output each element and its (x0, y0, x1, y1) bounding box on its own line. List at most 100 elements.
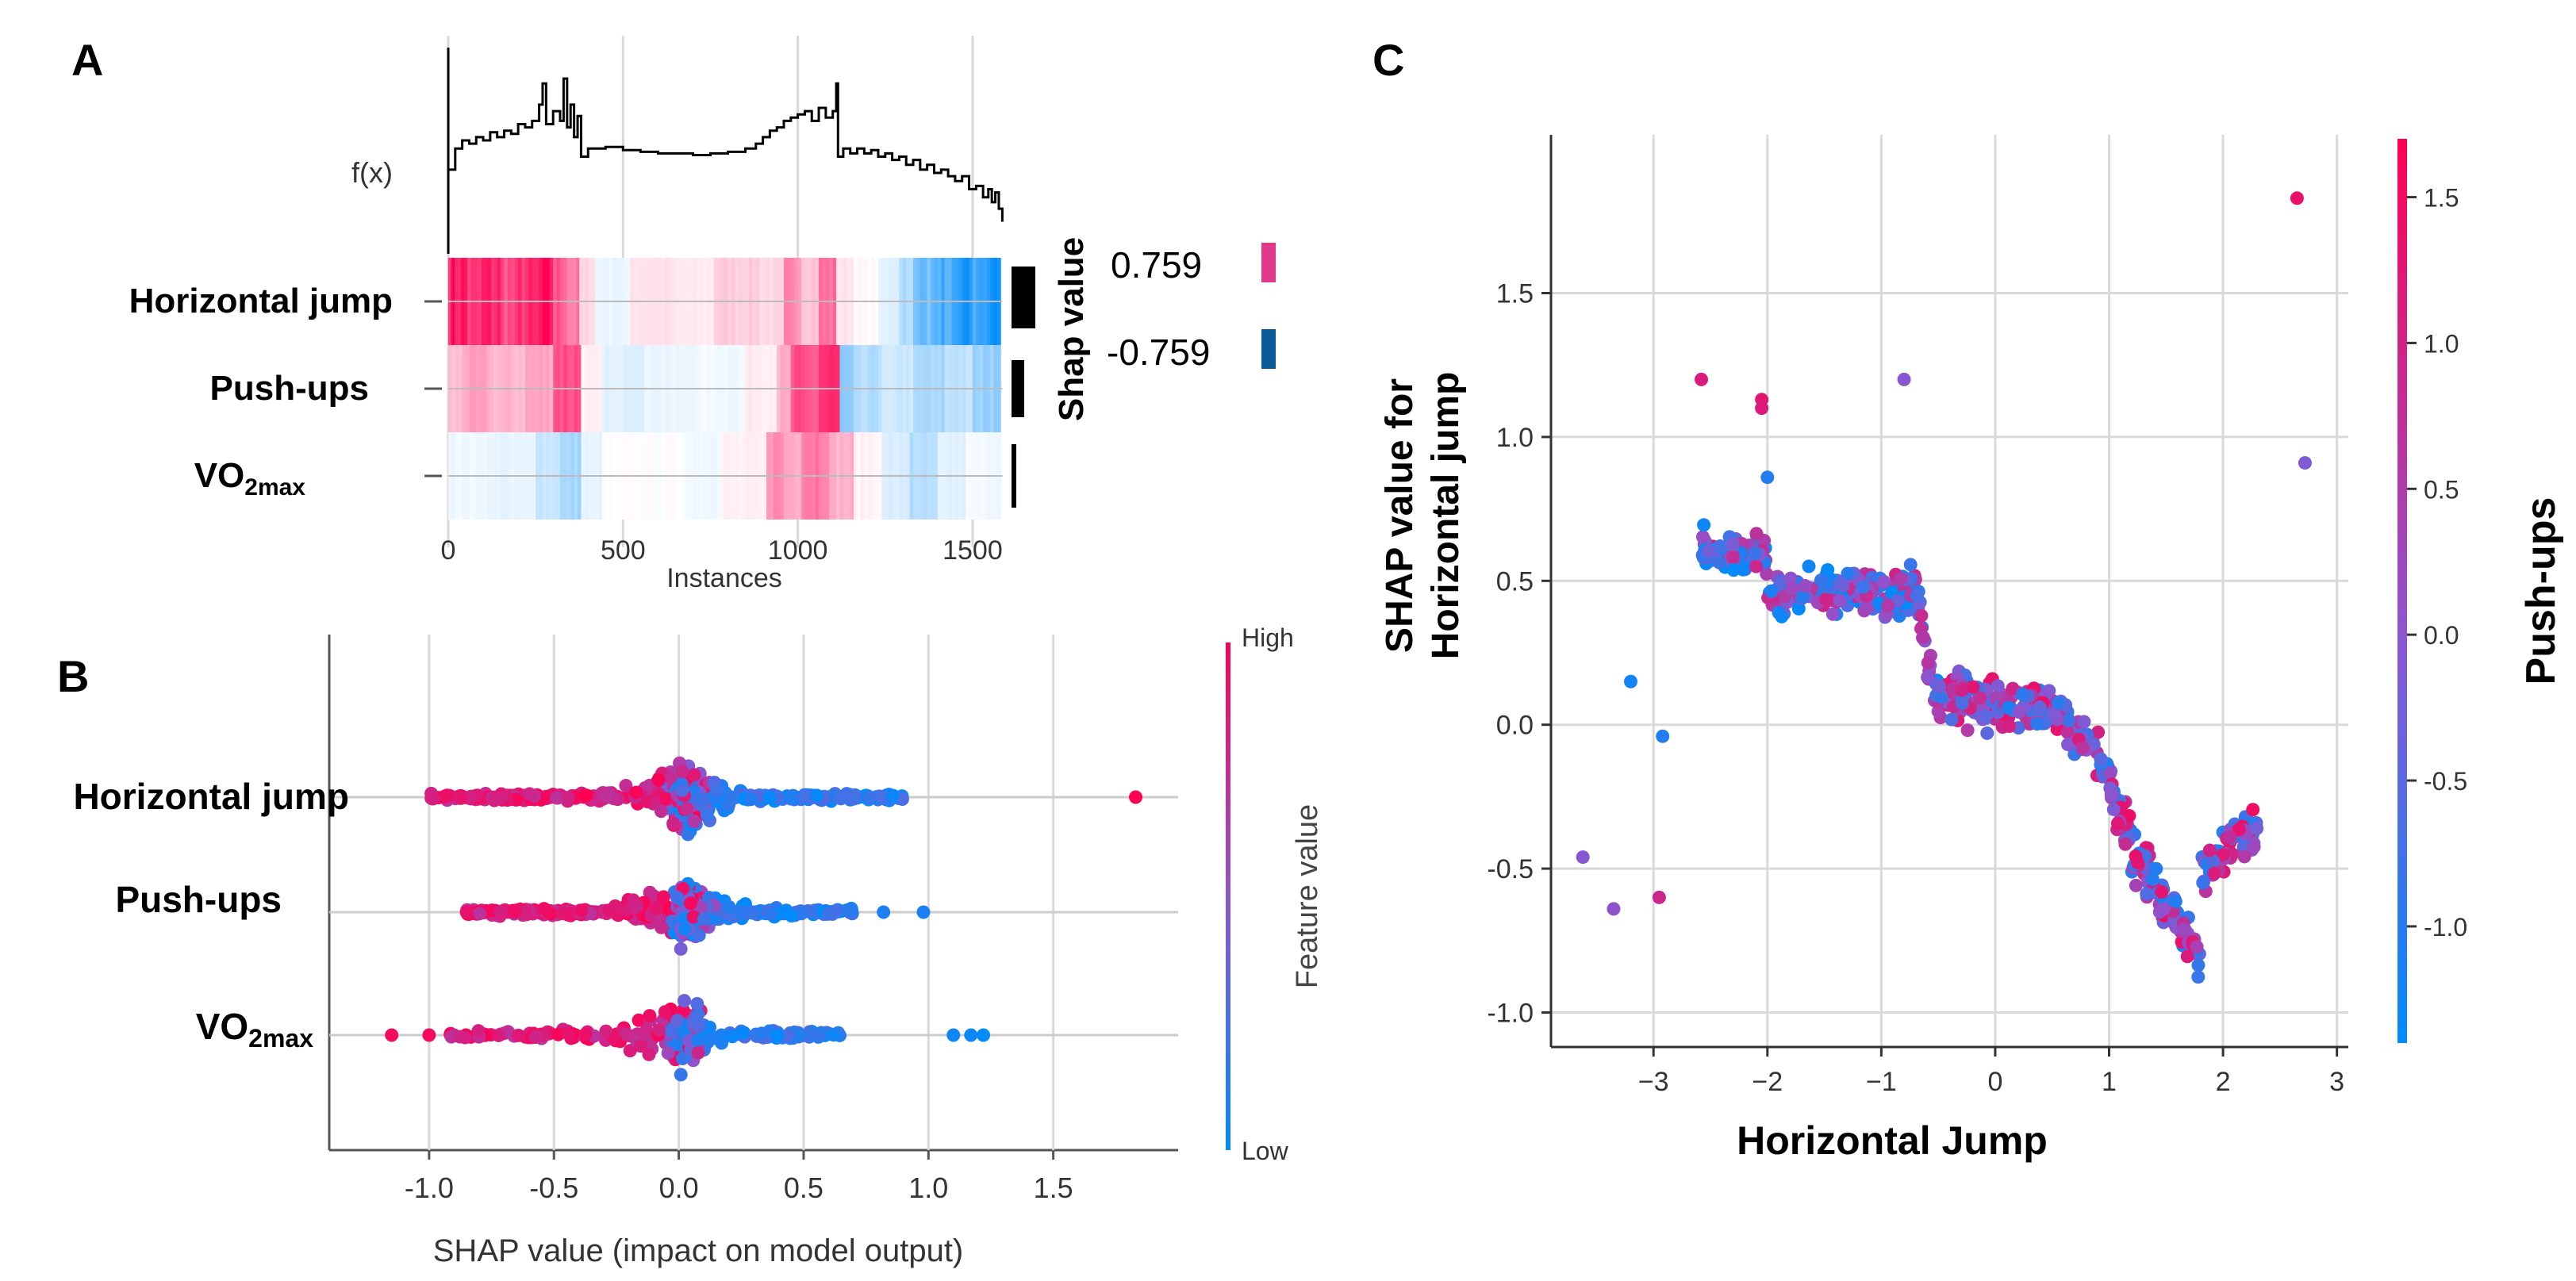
beeswarm-feature-label: Horizontal jump (73, 776, 349, 817)
beeswarm-point (487, 793, 501, 807)
dependence-point (2191, 970, 2206, 984)
dependence-y-tick-label: -1.0 (1487, 998, 1534, 1028)
beeswarm-point (678, 922, 692, 936)
heatmap-x-tick-label: 0 (441, 535, 456, 566)
beeswarm-point (561, 907, 575, 922)
dependence-point (2103, 766, 2117, 780)
beeswarm-point (670, 891, 684, 905)
beeswarm-point (651, 773, 666, 787)
beeswarm-point (686, 910, 701, 924)
beeswarm-point (885, 788, 900, 803)
beeswarm-point (691, 1045, 705, 1060)
beeswarm-point (493, 904, 507, 919)
beeswarm-x-tick-label: 0.5 (784, 1172, 823, 1204)
beeswarm-point (599, 1024, 613, 1038)
beeswarm-point (666, 816, 681, 830)
beeswarm-point (692, 928, 706, 942)
beeswarm-point (508, 904, 522, 919)
beeswarm-point (674, 942, 688, 956)
beeswarm-point (620, 1027, 634, 1041)
dependence-x-tick-label: 0 (1987, 1067, 2002, 1097)
beeswarm-point (764, 907, 778, 922)
beeswarm-point (656, 890, 670, 904)
beeswarm-point (661, 1046, 675, 1060)
dependence-outlier (1755, 401, 1769, 416)
dependence-point (2006, 681, 2020, 696)
beeswarm-point (690, 996, 704, 1011)
dependence-point (1955, 696, 1969, 711)
beeswarm-feature-label: VO2max (196, 1006, 314, 1053)
colorbar-max-swatch (1261, 243, 1276, 282)
beeswarm-tail-point (964, 1028, 978, 1042)
fx-line (448, 77, 1004, 222)
dependence-point (2052, 696, 2066, 710)
dependence-point (2155, 885, 2169, 899)
colorbar-tick-label: 0.0 (2424, 621, 2459, 650)
beeswarm-point (654, 920, 668, 934)
dependence-outlier (1656, 729, 1670, 743)
panel-label-b: B (57, 651, 89, 701)
panel-a-heatmap: f(x) Horizontal jump Push-ups VO2max 0 500 1… (129, 36, 1276, 593)
beeswarm-point (652, 1023, 666, 1037)
beeswarm-point (781, 1028, 795, 1042)
dependence-point (1825, 607, 1840, 621)
feature-subscript: 2max (248, 1024, 313, 1053)
dependence-point (1726, 538, 1740, 552)
dependence-point (1921, 656, 1935, 670)
beeswarm-point (687, 768, 701, 782)
beeswarm-point (785, 909, 799, 923)
beeswarm-feature-labels: Horizontal jump Push-ups VO2max (73, 776, 349, 1053)
dependence-point (2033, 700, 2047, 715)
dependence-point (1772, 606, 1786, 620)
dependence-point (2062, 713, 2076, 727)
dependence-x-tick-label: 3 (2329, 1067, 2344, 1097)
beeswarm-point (473, 907, 487, 921)
colorbar-tick-label: -0.5 (2424, 767, 2467, 796)
heatmap-x-tick-label: 1500 (942, 535, 1003, 566)
dependence-point (2247, 840, 2261, 854)
dependence-point (2223, 830, 2237, 845)
beeswarm-point (785, 791, 799, 805)
dependence-point (1821, 562, 1835, 577)
colorbar-tick-label: 1.0 (2424, 329, 2459, 358)
dependence-point (2206, 854, 2220, 869)
beeswarm-x-tick-label: -0.5 (529, 1172, 578, 1204)
dependence-point (1931, 704, 1945, 719)
dependence-point (2094, 752, 2108, 766)
dependence-point (1914, 608, 1929, 623)
beeswarm-point (522, 787, 536, 801)
beeswarm-point (804, 1027, 819, 1041)
dependence-point (1891, 593, 1905, 608)
dependence-point (2180, 949, 2194, 964)
dependence-x-label: Horizontal Jump (1737, 1118, 2048, 1163)
dependence-point (1749, 527, 1764, 541)
beeswarm-point (426, 792, 440, 806)
dependence-outlier (1760, 470, 1775, 485)
dependence-point (1921, 670, 1935, 685)
beeswarm-tail-point (1129, 790, 1142, 804)
heatmap-feature-label: Horizontal jump (129, 282, 393, 320)
colorbar-tick-label: 0.5 (2424, 475, 2459, 504)
dependence-outlier (2298, 456, 2312, 470)
dependence-x-tick-label: 1 (2102, 1067, 2117, 1097)
importance-bars (1012, 267, 1035, 508)
dependence-point (2002, 700, 2016, 715)
beeswarm-point (599, 789, 613, 804)
beeswarm-point (632, 1013, 646, 1027)
beeswarm-point (840, 903, 854, 918)
beeswarm-point (732, 904, 747, 919)
push-ups-colorbar (2397, 139, 2407, 1043)
beeswarm-point (574, 903, 589, 918)
beeswarm-point (639, 1023, 654, 1037)
dependence-y-tick-label: 0.0 (1496, 711, 1534, 741)
dependence-point (1726, 550, 1741, 565)
dependence-point (2149, 861, 2163, 876)
heatmap-feature-labels: Horizontal jump Push-ups VO2max (129, 282, 393, 501)
beeswarm-x-label: SHAP value (impact on model output) (433, 1233, 964, 1268)
dependence-point (1960, 723, 1975, 738)
dependence-point (1991, 679, 2005, 693)
beeswarm-point (792, 1028, 806, 1042)
beeswarm-point (862, 790, 877, 804)
beeswarm-point (827, 1028, 841, 1042)
